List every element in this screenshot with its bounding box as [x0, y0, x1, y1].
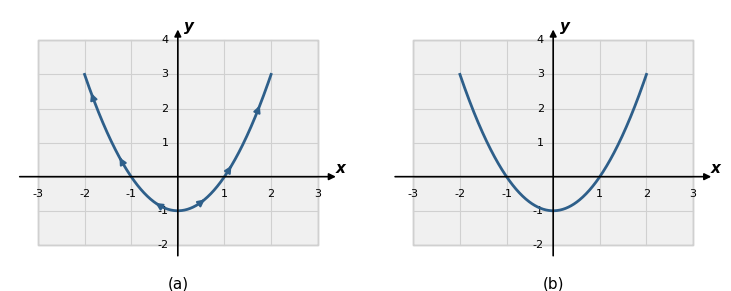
Text: -3: -3	[32, 189, 43, 199]
Text: (a): (a)	[167, 276, 189, 291]
Text: 4: 4	[162, 35, 168, 45]
Text: 1: 1	[537, 138, 544, 148]
Text: -1: -1	[126, 189, 137, 199]
Text: (b): (b)	[542, 276, 564, 291]
Text: -1: -1	[501, 189, 512, 199]
Text: -2: -2	[79, 189, 90, 199]
Text: 4: 4	[537, 35, 544, 45]
Text: 1: 1	[596, 189, 603, 199]
Bar	[38, 40, 318, 245]
Text: x: x	[335, 161, 345, 176]
Text: 2: 2	[268, 189, 275, 199]
Text: -3: -3	[408, 189, 419, 199]
Bar	[413, 40, 693, 245]
Text: -1: -1	[533, 206, 544, 216]
Text: -2: -2	[157, 240, 168, 250]
Text: 3: 3	[162, 70, 168, 79]
Text: -2: -2	[455, 189, 466, 199]
Text: 2: 2	[643, 189, 650, 199]
Text: 3: 3	[537, 70, 544, 79]
Text: y: y	[184, 19, 194, 34]
Text: 3: 3	[314, 189, 321, 199]
Text: 1: 1	[162, 138, 168, 148]
Text: y: y	[560, 19, 570, 34]
Text: 2: 2	[537, 104, 544, 113]
Text: 2: 2	[162, 104, 168, 113]
Text: x: x	[711, 161, 720, 176]
Text: 1: 1	[221, 189, 228, 199]
Text: -1: -1	[157, 206, 168, 216]
Text: -2: -2	[533, 240, 544, 250]
Text: 3: 3	[689, 189, 697, 199]
